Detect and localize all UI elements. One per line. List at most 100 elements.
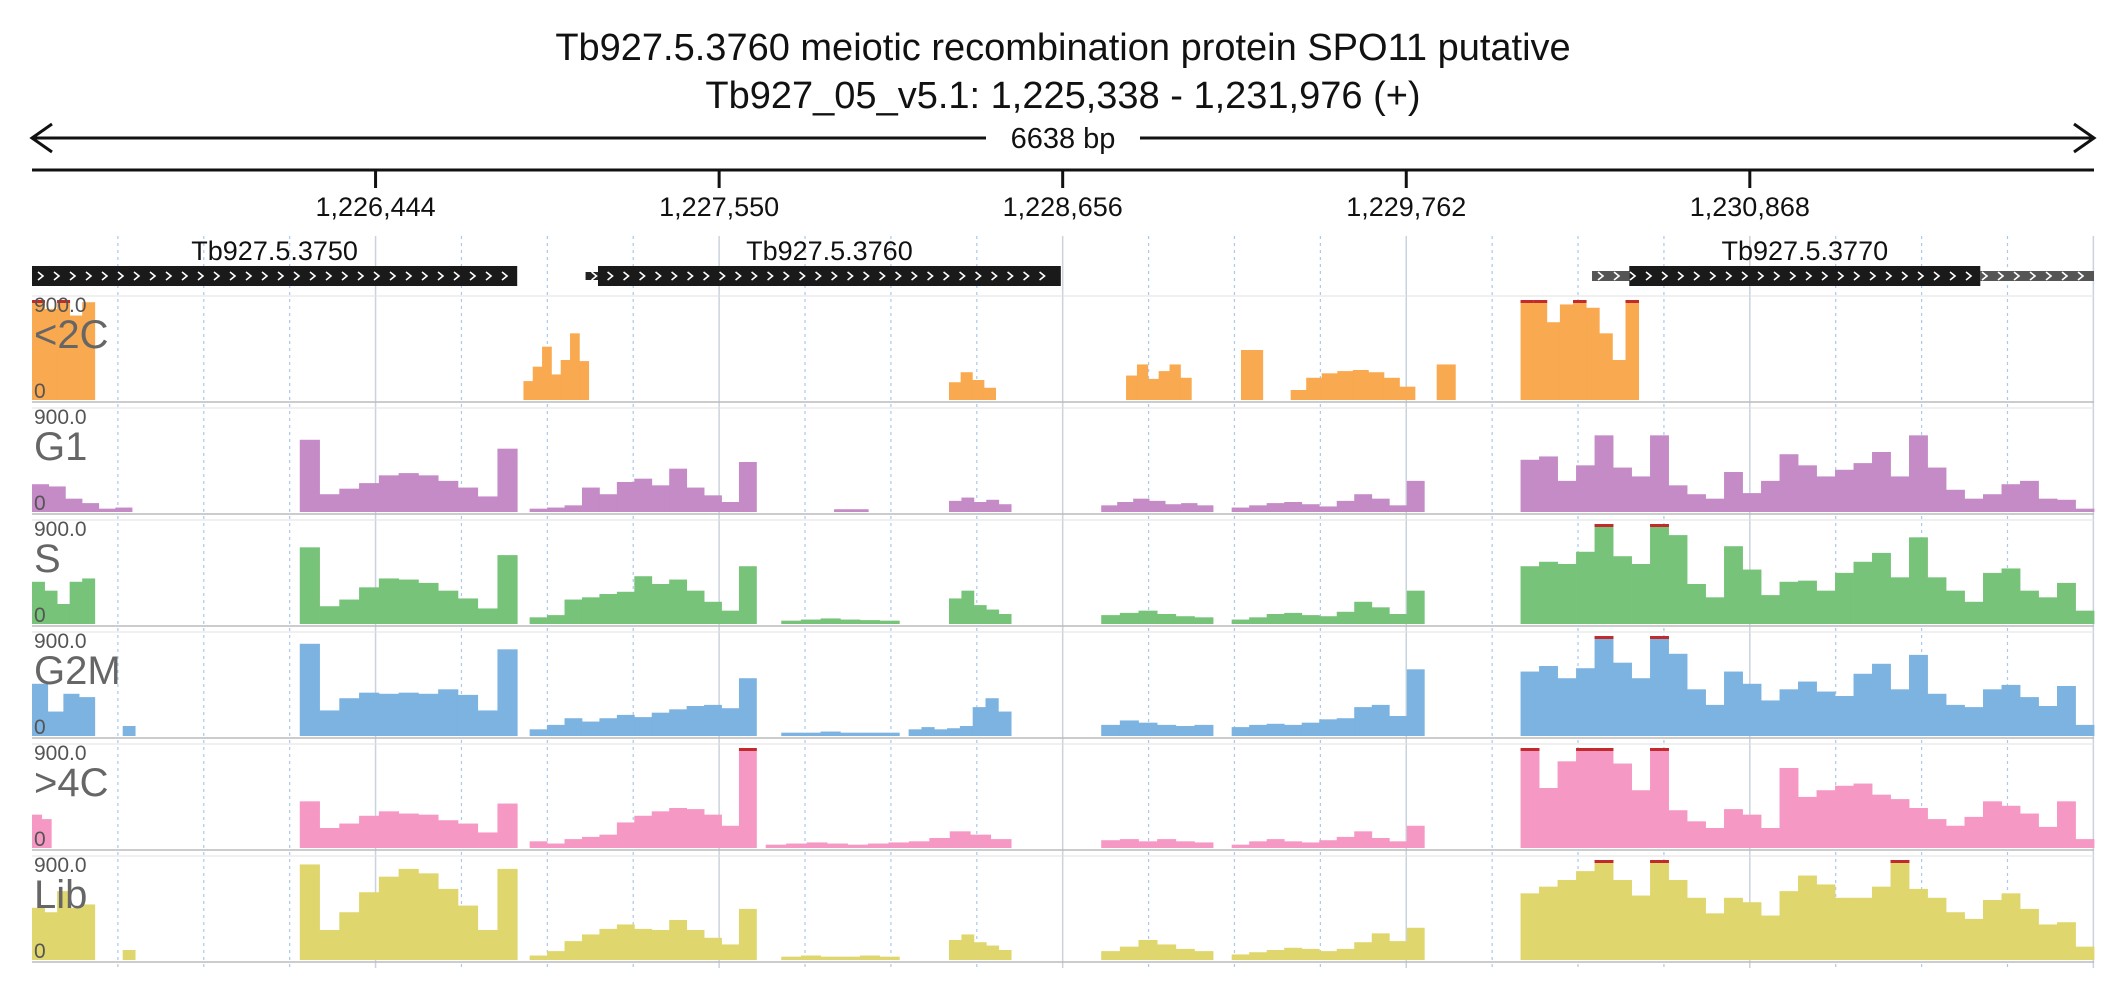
coverage-bar-5-4-4 [859,955,881,960]
coverage-bar-1-7-0 [1520,459,1540,512]
coverage-bar-1-3-1 [851,509,869,512]
strand-chevron-icon-0-4 [101,271,109,281]
coverage-bar-2-5-2 [1138,610,1158,624]
coverage-bar-4-5-2 [1266,839,1285,848]
track-ymin-0: 0 [34,380,46,403]
coverage-bar-2-5-3 [1157,614,1177,624]
coverage-bar-4-6-23 [1946,825,1965,848]
coverage-bar-5-2-9 [477,930,498,960]
coverage-bar-3-5-4 [959,726,974,736]
coverage-bar-3-4-5 [879,732,900,736]
coverage-bar-1-7-3 [1576,465,1595,512]
coverage-bar-1-2-10 [704,495,722,512]
coverage-bar-3-8-28 [2038,706,2058,736]
coverage-bar-5-7-7 [1354,942,1373,960]
coverage-bar-2-0-4 [82,578,96,624]
coverage-bar-3-3-9 [686,706,705,736]
track-ymax-5: 900.0 [34,854,87,877]
strand-chevron-icon-2-7 [1709,271,1717,281]
coverage-bar-4-3-1 [786,843,808,848]
coverage-bar-0-3-1 [1136,364,1149,400]
coverage-bar-3-7-9 [1389,716,1408,736]
clip-marker-4-6-4 [1594,748,1614,751]
coverage-bar-4-4-5 [1194,842,1214,848]
strand-chevron-icon-0-2 [69,271,77,281]
coverage-bar-1-5-4 [1165,504,1182,512]
strand-chevron-icon-0-15 [277,271,285,281]
coverage-bar-4-1-10 [497,803,518,848]
coverage-bar-5-7-1 [1249,952,1268,960]
coverage-bar-2-3-0 [781,620,802,624]
coverage-tracks: 900.00<2C900.00G1900.00S900.00G2M900.00>… [32,294,2095,963]
coverage-bar-1-3-0 [834,509,852,512]
coverage-bar-2-6-6 [1336,611,1355,624]
strand-chevron-icon-1-1 [607,271,614,281]
coverage-bar-4-2-9 [686,809,705,848]
coverage-bar-2-3-4 [859,620,881,624]
coverage-bar-5-8-2 [1557,880,1577,960]
coverage-bar-4-1-3 [359,815,380,848]
coverage-bar-5-7-6 [1336,948,1355,960]
coverage-bar-4-6-12 [1742,814,1762,848]
coverage-bar-5-3-1 [547,951,565,960]
coverage-bar-1-7-1 [1539,456,1558,512]
coverage-bar-5-1-1 [128,950,136,960]
strand-chevron-icon-2-2 [1629,271,1637,281]
coverage-bar-5-5-3 [986,945,1000,960]
coverage-bar-3-5-1 [921,727,935,736]
coverage-bar-0-6-0 [1436,364,1447,400]
coverage-bar-2-7-20 [1890,577,1910,624]
coverage-bar-4-6-29 [2057,801,2076,848]
coverage-bar-3-8-30 [2075,724,2095,736]
coverage-bar-3-8-21 [1909,654,1928,736]
coverage-bar-1-2-5 [616,482,635,512]
coverage-bar-2-1-4 [378,578,400,624]
coverage-bar-5-2-8 [457,905,479,960]
coverage-bar-5-8-25 [1983,900,2002,960]
coverage-bar-3-4-1 [800,732,822,736]
coverage-bar-0-6-1 [1446,364,1456,400]
coverage-bar-1-7-27 [2020,480,2039,512]
coverage-bar-5-3-11 [721,944,740,960]
coverage-bar-2-6-4 [1301,615,1320,624]
coverage-bar-3-5-2 [934,729,948,736]
coverage-bar-1-1-1 [319,494,340,512]
coverage-bar-1-5-3 [1149,500,1166,512]
coverage-bar-1-2-2 [564,505,583,512]
coverage-bar-4-6-2 [1557,761,1577,848]
coverage-bar-2-7-17 [1835,572,1854,624]
coverage-bar-3-8-6 [1631,678,1651,736]
coverage-bar-1-6-2 [1266,503,1285,512]
strand-chevron-icon-1-24 [975,271,982,281]
coverage-bar-1-7-2 [1557,480,1577,512]
coverage-bar-5-8-5 [1613,880,1632,960]
coverage-bar-4-6-3 [1576,748,1595,848]
coverage-bar-1-6-4 [1301,504,1320,512]
strand-chevron-icon-1-15 [831,271,838,281]
strand-chevron-icon-2-15 [1837,271,1845,281]
coverage-bar-1-2-8 [669,468,688,512]
coverage-bar-5-4-2 [820,956,841,960]
coverage-bar-4-4-3 [1157,839,1177,848]
coverage-bar-0-2-2 [972,380,985,400]
strand-chevron-icon-1-8 [719,271,726,281]
coverage-bar-1-1-4 [378,475,400,512]
coverage-bar-1-7-18 [1853,463,1873,512]
coverage-bar-3-7-2 [1266,723,1285,736]
coverage-bar-5-2-7 [438,888,459,960]
coverage-bar-4-1-1 [319,828,340,848]
coverage-bar-3-6-5 [1194,724,1214,736]
coverage-bar-2-2-4 [599,594,618,624]
coverage-bar-3-8-4 [1594,636,1614,736]
coverage-bar-4-1-9 [477,832,498,848]
coverage-bar-2-2-8 [669,579,688,624]
track-ymax-4: 900.0 [34,742,87,765]
coverage-bar-5-6-5 [1194,951,1214,960]
coverage-bar-2-7-27 [2020,590,2039,624]
coverage-bar-3-7-5 [1319,719,1338,736]
coverage-bar-2-3-1 [800,619,822,624]
track-ymin-2: 0 [34,604,46,627]
span-arrow: 6638 bp [29,122,2097,155]
coverage-bar-3-0-1 [47,711,64,736]
